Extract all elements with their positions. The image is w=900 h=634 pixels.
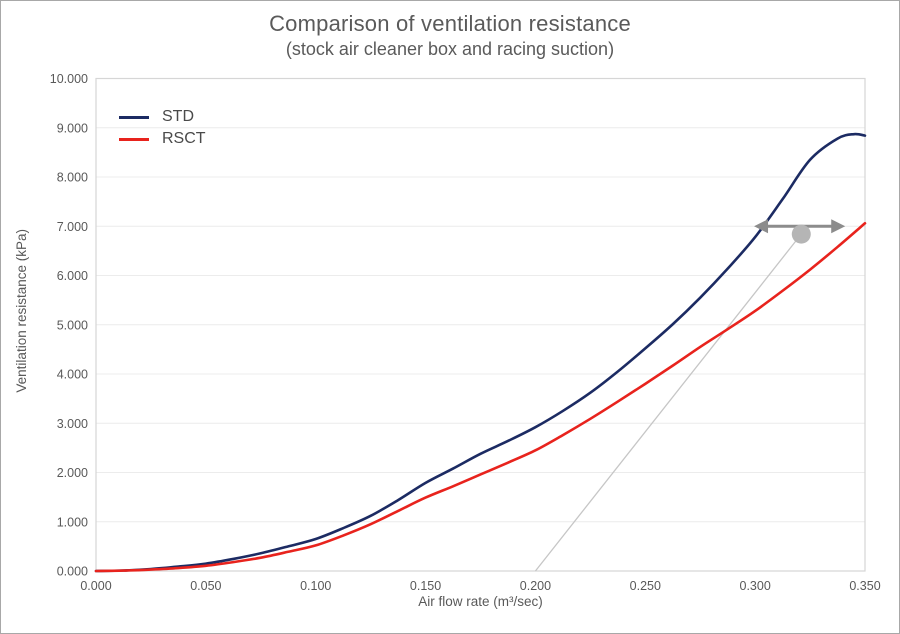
- x-axis-title: Air flow rate (m³/sec): [418, 594, 543, 609]
- y-tick-label: 5.000: [57, 318, 88, 332]
- arrow-left-head-icon: [754, 219, 769, 234]
- annotation-leader-line: [534, 233, 802, 572]
- plot-border: [95, 77, 866, 572]
- legend-item-rsct: RSCT: [119, 128, 206, 150]
- y-tick-label: 6.000: [57, 269, 88, 283]
- annotation-dot: [791, 224, 811, 244]
- chart-subtitle: (stock air cleaner box and racing suctio…: [285, 39, 615, 59]
- x-tick-label: 0.150: [410, 579, 441, 593]
- rsct-line-swatch: [119, 137, 149, 141]
- legend-label-std: STD: [162, 108, 194, 125]
- y-tick-label: 8.000: [57, 171, 88, 185]
- x-tick-label: 0.200: [520, 579, 551, 593]
- x-tick-label: 0.250: [630, 579, 661, 593]
- y-tick-label: 1.000: [57, 515, 88, 529]
- legend-label-rsct: RSCT: [162, 130, 206, 147]
- y-tick-label: 2.000: [57, 466, 88, 480]
- y-tick-label: 0.000: [57, 565, 88, 579]
- y-tick-label: 4.000: [57, 368, 88, 382]
- y-tick-label: 10.000: [50, 72, 88, 86]
- series-line-std: [94, 132, 867, 573]
- legend: STD RSCT: [119, 106, 206, 150]
- chart-title: Comparison of ventilation resistance: [269, 11, 631, 36]
- y-axis-title: Ventilation resistance (kPa): [14, 229, 29, 393]
- x-tick-label: 0.350: [849, 579, 880, 593]
- series-line-rsct: [94, 221, 867, 573]
- x-tick-label: 0.100: [300, 579, 331, 593]
- y-tick-label: 9.000: [57, 121, 88, 135]
- x-tick-label: 0.300: [740, 579, 771, 593]
- y-tick-label: 3.000: [57, 417, 88, 431]
- y-tick-label: 7.000: [57, 220, 88, 234]
- x-tick-label: 0.000: [80, 579, 111, 593]
- x-tick-label: 0.050: [190, 579, 221, 593]
- legend-item-std: STD: [119, 106, 206, 128]
- arrow-right-head-icon: [831, 219, 846, 234]
- std-line-swatch: [119, 115, 149, 119]
